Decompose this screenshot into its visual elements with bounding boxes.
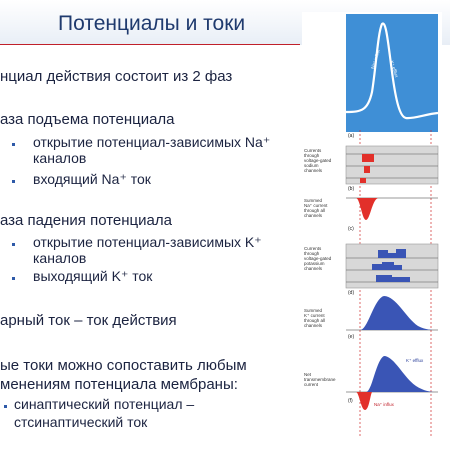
bullet-line-9: выходящий K⁺ ток: [33, 268, 153, 284]
panel-b-label-5: channels: [304, 168, 323, 173]
panel-d-label-2: through: [304, 251, 320, 256]
summed-sodium-current: [356, 198, 378, 220]
sodium-channel-opening: [364, 166, 370, 173]
panel-d-letter: (d): [348, 290, 355, 296]
summed-potassium-current: [360, 296, 436, 330]
net-inward-current: [356, 392, 372, 410]
panel-f-na-label: Na⁺ influx: [374, 402, 394, 407]
sub-bullet-marker: [4, 405, 7, 408]
panel-c-letter: (c): [348, 226, 354, 232]
bullet-line-4: каналов: [33, 150, 87, 166]
bullet-line-12: менениям потенциала мембраны:: [0, 376, 238, 393]
sodium-channel-opening: [360, 178, 366, 183]
bullet-line-1: нциал действия состоит из 2 фаз: [0, 68, 233, 85]
panel-e-letter: (e): [348, 334, 355, 340]
bullet-line-6: аза падения потенциала: [0, 212, 172, 229]
panel-d-label-4: potassium: [304, 261, 325, 266]
panel-a-letter: (a): [348, 133, 355, 139]
net-outward-current: [366, 356, 436, 392]
bullet-line-8: каналов: [33, 250, 87, 266]
panel-b-label-4: sodium: [304, 163, 319, 168]
panel-e-label-3: through all: [304, 318, 326, 323]
panel-f-label-2: transmembrane: [304, 377, 336, 382]
bullet-line-14: стсинаптический ток: [14, 414, 148, 430]
panel-e-label-1: Summed: [304, 308, 323, 313]
potassium-channel-opening: [378, 249, 406, 258]
sub-bullet-marker: [12, 143, 15, 146]
bullet-line-5: входящий Na⁺ ток: [33, 171, 151, 187]
panel-b-letter: (b): [348, 186, 355, 192]
bullet-line-11: ые токи можно сопоставить любым: [0, 357, 247, 374]
panel-d-label-3: voltage-gated: [304, 256, 332, 261]
panel-b-label-2: through: [304, 153, 320, 158]
potassium-channel-opening: [372, 262, 402, 270]
slide-title: Потенциалы и токи: [58, 12, 246, 35]
panel-b-background: [345, 145, 439, 185]
panel-b-label-3: voltage-gated: [304, 158, 332, 163]
panel-d-label-1: Currents: [304, 246, 322, 251]
action-potential-curve: [345, 22, 439, 120]
ion-currents-figure: Na⁺ influx K⁺ efflux (a) Currents throug…: [302, 12, 442, 440]
panel-e-label-2: K⁺ current: [304, 313, 325, 318]
panel-e-label-4: channels: [304, 323, 323, 328]
panel-f-label-1: Net: [304, 372, 312, 377]
bullet-line-10: арный ток – ток действия: [0, 312, 177, 329]
panel-c-label-2: Na⁺ current: [304, 203, 328, 208]
panel-c-label-3: through all: [304, 208, 326, 213]
panel-d-label-5: channels: [304, 266, 323, 271]
bullet-line-7: открытие потенциал-зависимых K⁺: [33, 234, 262, 250]
figure-drawing: [345, 14, 439, 438]
panel-f-letter: (f): [348, 398, 353, 404]
bullet-line-3: открытие потенциал-зависимых Na⁺: [33, 134, 271, 150]
panel-c-label-1: Summed: [304, 198, 323, 203]
panel-f-label-3: current: [304, 382, 319, 387]
panel-c-label-4: channels: [304, 213, 323, 218]
sodium-channel-opening: [362, 154, 374, 162]
bullet-line-13: синаптический потенциал –: [14, 396, 195, 412]
panel-f-k-label: K⁺ efflux: [406, 358, 424, 363]
bullet-line-2: аза подъема потенциала: [0, 111, 175, 128]
sub-bullet-marker: [12, 277, 15, 280]
panel-b-label-1: Currents: [304, 148, 322, 153]
sub-bullet-marker: [12, 243, 15, 246]
sub-bullet-marker: [12, 180, 15, 183]
title-underline: [0, 44, 300, 45]
potassium-channel-opening: [376, 275, 410, 282]
